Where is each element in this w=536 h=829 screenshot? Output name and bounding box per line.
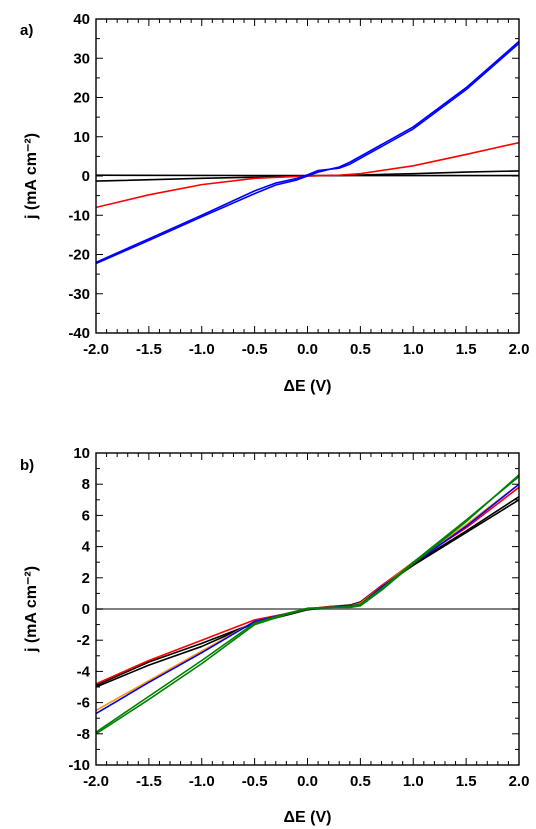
- y-tick-label: 0: [82, 168, 90, 185]
- y-tick-label: 4: [82, 539, 91, 556]
- x-axis-label: ΔE (V): [284, 809, 332, 826]
- series-line-7: [96, 474, 519, 735]
- y-tick-label: 10: [73, 445, 90, 462]
- series-line-5: [96, 42, 519, 264]
- y-tick-label: 6: [82, 507, 90, 524]
- x-tick-label: -1.5: [136, 773, 162, 790]
- series-group: [96, 40, 519, 265]
- x-tick-label: 1.0: [403, 773, 424, 790]
- y-tick-label: 8: [82, 476, 90, 493]
- x-tick-label: -2.0: [83, 341, 109, 358]
- series-line-4: [96, 40, 519, 265]
- series-line-3: [96, 141, 519, 209]
- x-tick-label: 0.5: [350, 341, 371, 358]
- y-tick-label: -10: [68, 207, 90, 224]
- y-tick-label: -40: [68, 325, 90, 342]
- y-axis-label: j (mA cm⁻²): [23, 133, 40, 220]
- y-tick-label: -6: [77, 695, 90, 712]
- chart-panel-2: -2.0 -1.5 -1.0 -0.5 0.0 0.5 1.0 1.5 2.0 -10 -8 -6 -4…: [20, 445, 529, 826]
- y-tick-label: 10: [73, 129, 90, 146]
- y-tick-label: -2: [77, 632, 90, 649]
- x-tick-label: 0.0: [297, 341, 318, 358]
- x-tick-label: 2.0: [509, 341, 530, 358]
- x-tick-label: 0.5: [350, 773, 371, 790]
- y-tick-label: -4: [77, 663, 91, 680]
- y-tick-label: -10: [68, 757, 90, 774]
- series-group: [96, 474, 519, 735]
- y-axis-label: j (mA cm⁻²): [23, 566, 40, 653]
- series-line-6: [96, 483, 519, 715]
- series-line-4: [96, 486, 519, 685]
- y-tick-label: 20: [73, 90, 90, 107]
- y-tick-label: 0: [82, 601, 90, 618]
- series-line-8: [96, 475, 519, 734]
- y-tick-label: -20: [68, 247, 90, 264]
- y-tick-label: 30: [73, 50, 90, 67]
- y-tick-label: 2: [82, 570, 90, 587]
- panel-label: b): [20, 457, 34, 474]
- x-tick-label: -0.5: [242, 773, 268, 790]
- x-axis-label: ΔE (V): [284, 378, 332, 395]
- x-tick-label: -2.0: [83, 773, 109, 790]
- panel-label: a): [20, 22, 33, 39]
- chart-panel-1: -2.0 -1.5 -1.0 -0.5 0.0 0.5 1.0 1.5 2.0 -40 -30 -20…: [20, 11, 529, 395]
- x-tick-label: -1.0: [189, 341, 215, 358]
- x-tick-label: 0.0: [297, 773, 318, 790]
- x-tick-label: 1.5: [456, 341, 477, 358]
- y-tick-label: -8: [77, 726, 90, 743]
- y-tick-label: 40: [73, 11, 90, 28]
- x-tick-label: 2.0: [509, 773, 530, 790]
- x-tick-label: 1.0: [403, 341, 424, 358]
- x-tick-label: -0.5: [242, 341, 268, 358]
- x-tick-label: -1.5: [136, 341, 162, 358]
- y-tick-label: -30: [68, 286, 90, 303]
- x-tick-label: -1.0: [189, 773, 215, 790]
- x-tick-label: 1.5: [456, 773, 477, 790]
